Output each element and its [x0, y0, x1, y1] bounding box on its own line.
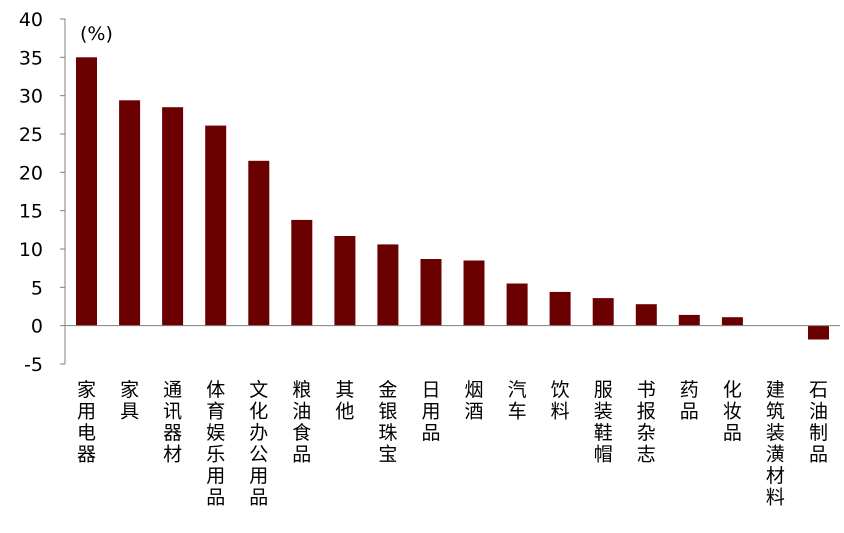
y-tick-label: 40	[19, 9, 43, 31]
bar	[506, 283, 528, 326]
category-labels: 家用电器 家具 通讯器材 体育娱乐用品 文化办公用品 粮油食品 其他 金银珠宝 日用品 烟酒汽车饮…	[77, 379, 828, 509]
bar	[248, 160, 270, 326]
x-tick-label: 建筑装潢材料	[766, 379, 785, 509]
y-tick-label: 35	[19, 47, 43, 69]
bars	[76, 57, 829, 340]
x-tick-label: 烟酒	[464, 379, 483, 423]
y-tick-label: 0	[31, 316, 43, 338]
x-tick-label: 服装鞋帽	[594, 379, 613, 466]
bar	[119, 100, 141, 326]
y-tick-label: 20	[19, 162, 43, 184]
unit-label: (%)	[80, 23, 113, 45]
x-tick-label: 石油制品	[809, 379, 828, 466]
x-tick-label: 化妆品	[723, 379, 742, 444]
y-axis: 40 35 30 25 20 15 10 5 0 -5	[19, 9, 66, 376]
bar	[420, 259, 442, 326]
x-tick-label: 日用品	[421, 379, 440, 444]
y-tick-label: 25	[19, 124, 43, 146]
x-tick-label: 药品	[680, 379, 699, 423]
x-tick-label: 书报杂志	[637, 379, 656, 466]
bar	[808, 325, 829, 340]
x-tick-label: 通讯器材	[163, 379, 182, 466]
y-tick-label: 5	[31, 277, 43, 299]
bar	[76, 57, 97, 326]
bar	[162, 107, 184, 326]
x-tick-label: 文化办公用品	[249, 379, 268, 509]
x-tick-label: 饮料	[551, 379, 570, 423]
bar	[334, 236, 356, 326]
x-tick-label: 家具	[120, 379, 139, 423]
bar	[592, 298, 614, 326]
bar	[721, 317, 743, 326]
bar	[377, 244, 399, 326]
x-tick-label: 体育娱乐用品	[206, 379, 225, 509]
y-tick-label: 15	[19, 201, 43, 223]
bar	[205, 125, 227, 326]
y-tick-label: -5	[24, 354, 43, 376]
bar	[291, 219, 313, 326]
bar	[463, 260, 485, 326]
x-tick-label: 家用电器	[77, 379, 96, 466]
bar	[635, 304, 657, 326]
y-tick-label: 30	[19, 86, 43, 108]
x-tick-label: 粮油食品	[292, 379, 311, 466]
x-tick-label: 金银珠宝	[378, 379, 397, 466]
x-tick-label: 其他	[335, 379, 354, 423]
bar	[549, 291, 571, 326]
y-tick-label: 10	[19, 239, 43, 261]
x-tick-label: 汽车	[508, 379, 527, 423]
bar	[678, 314, 700, 326]
